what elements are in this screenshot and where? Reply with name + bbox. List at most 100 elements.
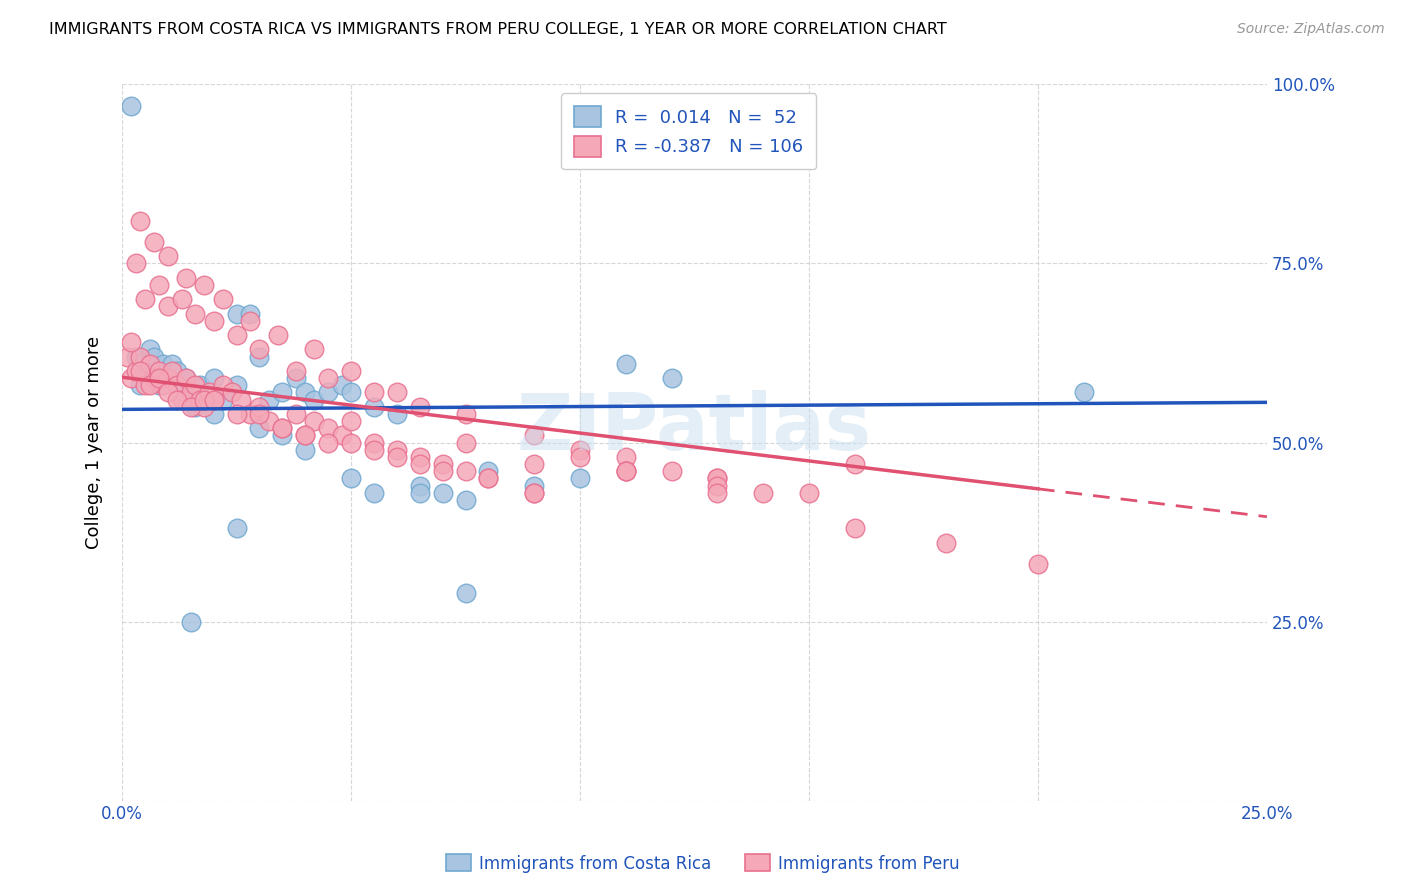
Point (316, 421, 339, 435)
Point (267, 328, 290, 343)
Point (935, 536, 957, 550)
Point (385, 407, 408, 421)
Point (138, 357, 160, 371)
Point (363, 485, 385, 500)
Point (180, 615, 202, 629)
Point (138, 343, 160, 357)
Point (385, 385, 408, 400)
Point (569, 450, 592, 464)
Point (432, 457, 454, 471)
Point (129, 364, 152, 378)
Point (363, 442, 385, 457)
Point (193, 400, 215, 414)
Point (138, 378, 160, 392)
Point (661, 464, 683, 478)
Point (225, 521, 247, 535)
Point (162, 357, 184, 371)
Point (188, 378, 211, 392)
Point (614, 464, 637, 478)
Point (156, 385, 179, 400)
Point (134, 293, 156, 307)
Legend: Immigrants from Costa Rica, Immigrants from Peru: Immigrants from Costa Rica, Immigrants f… (440, 847, 966, 880)
Point (174, 371, 197, 385)
Point (294, 428, 316, 442)
Point (844, 457, 866, 471)
Point (454, 464, 477, 478)
Point (156, 300, 179, 314)
Point (614, 464, 637, 478)
Point (271, 428, 294, 442)
Point (614, 450, 637, 464)
Legend: R =  0.014   N =  52, R = -0.387   N = 106: R = 0.014 N = 52, R = -0.387 N = 106 (561, 94, 817, 169)
Point (294, 442, 316, 457)
Point (193, 392, 215, 407)
Point (202, 392, 225, 407)
Point (294, 428, 316, 442)
Point (614, 464, 637, 478)
Point (304, 392, 326, 407)
Point (285, 407, 308, 421)
Point (477, 464, 499, 478)
Point (409, 457, 432, 471)
Point (706, 485, 728, 500)
Point (285, 364, 308, 378)
Point (180, 392, 202, 407)
Point (115, 350, 138, 364)
Point (148, 277, 170, 292)
Point (143, 235, 166, 249)
Point (134, 378, 156, 392)
Point (363, 385, 385, 400)
Point (156, 249, 179, 263)
Point (523, 457, 546, 471)
Point (202, 392, 225, 407)
Point (211, 392, 233, 407)
Point (454, 407, 477, 421)
Point (211, 378, 233, 392)
Point (271, 385, 294, 400)
Point (221, 385, 243, 400)
Point (797, 485, 820, 500)
Point (523, 485, 546, 500)
Point (340, 364, 363, 378)
Point (340, 471, 363, 485)
Y-axis label: College, 1 year or more: College, 1 year or more (86, 336, 103, 549)
Point (661, 371, 683, 385)
Point (125, 256, 148, 270)
Point (148, 378, 170, 392)
Point (184, 400, 207, 414)
Point (409, 485, 432, 500)
Point (166, 364, 188, 378)
Point (249, 421, 271, 435)
Point (162, 364, 184, 378)
Point (316, 371, 339, 385)
Point (249, 407, 271, 421)
Point (152, 378, 174, 392)
Point (340, 414, 363, 428)
Point (316, 435, 339, 450)
Point (202, 407, 225, 421)
Point (706, 471, 728, 485)
Point (432, 485, 454, 500)
Point (239, 314, 262, 328)
Point (363, 400, 385, 414)
Point (188, 392, 211, 407)
Point (340, 435, 363, 450)
Point (249, 343, 271, 357)
Point (409, 400, 432, 414)
Point (180, 385, 202, 400)
Point (170, 293, 193, 307)
Point (225, 378, 247, 392)
Point (294, 385, 316, 400)
Point (143, 350, 166, 364)
Point (239, 407, 262, 421)
Point (180, 400, 202, 414)
Point (166, 378, 188, 392)
Point (257, 414, 280, 428)
Point (170, 392, 193, 407)
Point (1026, 558, 1049, 572)
Point (257, 392, 280, 407)
Point (432, 464, 454, 478)
Point (454, 435, 477, 450)
Point (409, 478, 432, 492)
Point (330, 378, 353, 392)
